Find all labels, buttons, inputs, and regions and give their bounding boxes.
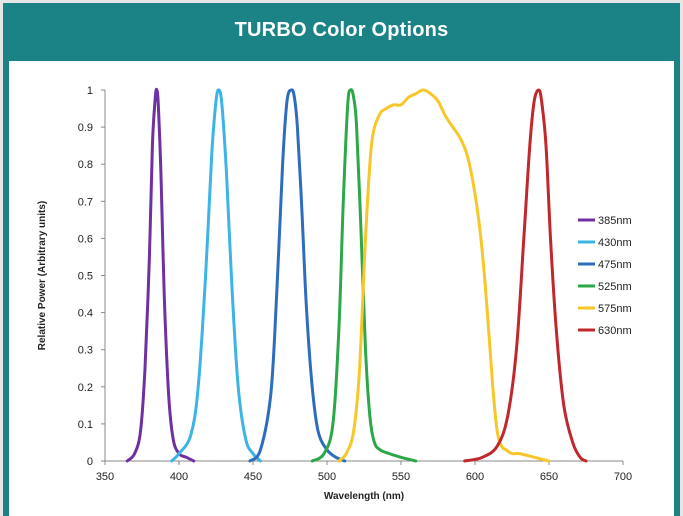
- y-tick-label: 1: [87, 85, 93, 97]
- chart-series: [125, 87, 588, 463]
- x-tick-label: 450: [244, 471, 262, 483]
- chart-title: TURBO Color Options: [234, 19, 449, 41]
- y-tick-label: 0: [87, 456, 93, 468]
- series-line-575nm: [337, 88, 551, 463]
- legend-label-475nm: 475nm: [598, 259, 632, 271]
- x-tick-label: 700: [614, 471, 632, 483]
- y-tick-label: 0.7: [78, 196, 93, 208]
- x-axis-title: Wavelength (nm): [324, 491, 404, 502]
- x-tick-label: 600: [466, 471, 484, 483]
- chart-panel: 0 0.1 0.2 0.3 0.4 0.5 0.6 0.7 0.8 0.9 1 350 400 450 50…: [9, 61, 674, 516]
- series-line-475nm: [248, 88, 347, 463]
- x-tick-label: 350: [96, 471, 114, 483]
- x-tick-label: 550: [392, 471, 410, 483]
- y-tick-label: 0.8: [78, 159, 93, 171]
- y-tick-label: 0.5: [78, 271, 93, 283]
- chart-frame: TURBO Color Options 0 0.1 0.2 0.3 0.4 0.5 0.6 0…: [3, 3, 680, 516]
- x-tick-label: 500: [318, 471, 336, 483]
- legend-label-525nm: 525nm: [598, 281, 632, 293]
- chart-legend: 385nm 430nm 475nm 525nm 575nm 630nm: [578, 215, 632, 337]
- series-line-430nm: [170, 88, 262, 463]
- y-tick-label: 0.1: [78, 419, 93, 431]
- legend-label-575nm: 575nm: [598, 303, 632, 315]
- y-tick-label: 0.3: [78, 345, 93, 357]
- chart-header: TURBO Color Options: [3, 3, 680, 58]
- y-axis-title: Relative Power (Arbitrary units): [37, 201, 48, 350]
- series-line-525nm: [310, 88, 418, 463]
- legend-label-630nm: 630nm: [598, 325, 632, 337]
- y-tick-label: 0.4: [78, 308, 93, 320]
- series-line-385nm: [125, 87, 196, 463]
- y-tick-label: 0.2: [78, 382, 93, 394]
- legend-label-430nm: 430nm: [598, 237, 632, 249]
- spectrum-chart: 0 0.1 0.2 0.3 0.4 0.5 0.6 0.7 0.8 0.9 1 350 400 450 50…: [37, 85, 632, 502]
- series-line-630nm: [463, 88, 588, 463]
- y-tick-label: 0.9: [78, 122, 93, 134]
- y-tick-label: 0.6: [78, 233, 93, 245]
- x-tick-label: 400: [170, 471, 188, 483]
- x-tick-label: 650: [540, 471, 558, 483]
- chart-axes: 0 0.1 0.2 0.3 0.4 0.5 0.6 0.7 0.8 0.9 1 350 400 450 50…: [37, 85, 632, 502]
- legend-label-385nm: 385nm: [598, 215, 632, 227]
